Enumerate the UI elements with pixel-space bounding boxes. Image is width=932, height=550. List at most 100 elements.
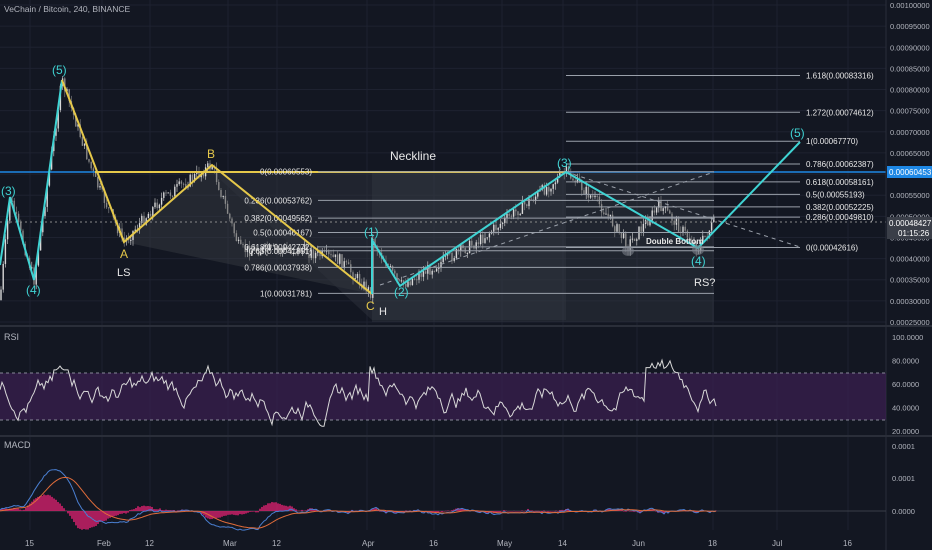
macd-histogram-bar [27,505,29,511]
macd-histogram-bar [119,511,121,514]
macd-histogram-bar [515,511,517,512]
macd-histogram-bar [277,503,279,511]
candle-body [457,249,460,252]
candle-body [704,235,706,237]
macd-histogram-bar [627,510,629,511]
candle-body [343,261,345,269]
candle-body [314,252,317,259]
candle-body [83,143,86,146]
macd-histogram-bar [165,509,167,511]
candle-body [88,159,90,162]
candle-body [292,252,295,254]
macd-histogram-bar [81,511,83,530]
candle-body [405,284,407,287]
fib-extension-label: 0.786(0.00062387) [806,160,874,169]
price-tick-label: 0.00035000 [890,276,930,285]
candle-body [332,254,334,258]
candle-body [484,238,486,243]
candle-body [149,213,152,217]
price-tick-label: 0.00030000 [890,297,930,306]
macd-histogram-bar [521,510,523,512]
macd-histogram-bar [631,511,633,512]
macd-histogram-bar [507,511,509,512]
candle-body [594,195,596,198]
macd-tick-label: 0.0001 [892,442,915,451]
macd-histogram-bar [21,510,23,511]
macd-histogram-bar [205,511,207,518]
candle-body [334,254,337,258]
macd-histogram-bar [509,511,511,512]
candle-body [537,191,539,197]
macd-histogram-bar [241,511,243,515]
macd-histogram-bar [373,508,375,511]
macd-histogram-bar [663,511,665,514]
candle-body [693,242,695,245]
macd-histogram-bar [211,511,213,520]
price-tick-label: 0.00080000 [890,86,930,95]
candle-body [497,227,499,230]
macd-histogram-bar [495,511,497,513]
candle-body [86,143,88,160]
candle-body [154,202,156,208]
macd-histogram-bar [215,511,217,519]
wave-label-5-left: (5) [52,63,67,77]
macd-signal-line [0,476,717,529]
candle-body [684,226,686,231]
candle-body [9,200,11,221]
candle-body [479,234,482,245]
candle-body [583,190,585,195]
candle-body [605,213,607,215]
macd-histogram-bar [111,511,113,517]
price-tick-label: 0.00085000 [890,64,930,73]
macd-histogram-bar [95,511,97,526]
channel-upper [565,171,801,248]
wave-label-1: (1) [364,225,379,239]
candle-body [543,185,546,195]
macd-histogram-bar [63,508,65,511]
candle-body [653,210,656,213]
candle-body [303,245,306,251]
macd-histogram-bar [47,494,49,511]
fib-extension-label: 0(0.00042616) [806,244,858,253]
candle-body [556,176,559,183]
candle-body [178,181,180,185]
candle-body [288,249,290,251]
fib-retracement-label: 0.5(0.00046167) [253,229,312,238]
candle-body [235,233,238,242]
candle-body [526,204,528,207]
candle-body [233,223,235,234]
macd-histogram-bar [235,511,237,516]
channel-lower [379,171,715,286]
rsi-tick-label: 60.0000 [892,380,919,389]
candle-body [48,169,51,186]
macd-histogram-bar [171,510,173,511]
candle-body [341,254,343,269]
impulse-wave-line [371,141,801,294]
candle-body [218,182,220,191]
candle-body [339,254,341,264]
candle-body [226,203,229,214]
candle-body [528,198,530,207]
macd-histogram-bar [97,511,99,524]
time-tick-label: Feb [97,539,111,548]
macd-histogram-bar [375,508,377,511]
macd-histogram-bar [245,511,247,514]
candle-body [79,124,81,138]
macd-histogram-bar [25,507,27,511]
candle-body [655,207,658,213]
current-price-text: 0.00048427 [889,219,932,228]
macd-histogram-bar [625,511,627,512]
macd-histogram-bar [545,511,547,512]
macd-histogram-bar [623,511,625,512]
candle-body [55,128,57,136]
macd-histogram-bar [237,511,239,516]
macd-histogram-bar [505,510,507,512]
candle-body [152,207,154,217]
candle-body [640,226,642,232]
macd-histogram-bar [221,511,223,517]
macd-histogram-bar [87,511,89,530]
candle-body [418,273,420,280]
candle-body [4,239,7,264]
candle-body [592,195,594,198]
macd-histogram-bar [123,511,125,514]
